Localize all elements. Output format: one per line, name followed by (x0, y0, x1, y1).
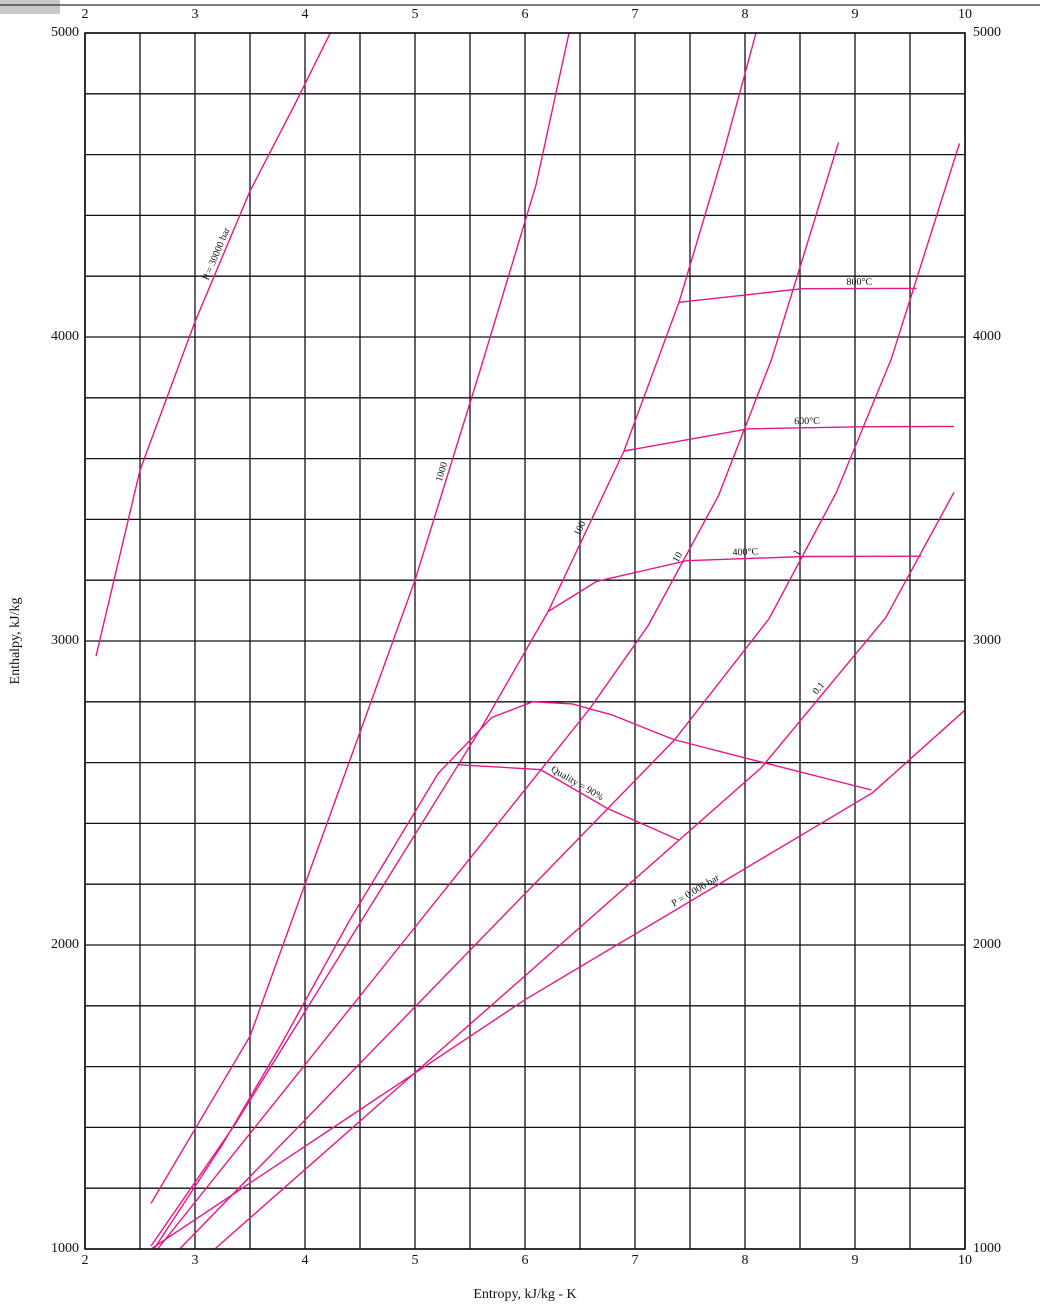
x-tick-label-top: 2 (82, 7, 89, 22)
curve (152, 702, 871, 1252)
toolbar-tab (0, 0, 60, 14)
x-tick-label-top: 7 (632, 7, 639, 22)
x-tick-label: 6 (522, 1253, 529, 1268)
y-tick-label: 3000 (51, 633, 79, 648)
curve-label: 1 (791, 548, 803, 558)
x-tick-label-top: 5 (412, 7, 419, 22)
curve-label: 0.1 (811, 680, 827, 697)
y-axis-label: Enthalpy, kJ/kg (8, 598, 23, 685)
x-axis-label: Entropy, kJ/kg - K (473, 1287, 576, 1302)
x-tick-label-top: 4 (302, 7, 309, 22)
x-tick-label-top: 9 (852, 7, 859, 22)
curve (158, 142, 839, 1249)
curve-label: 800°C (847, 277, 873, 288)
curve-label: 600°C (794, 416, 820, 427)
x-tick-label-top: 8 (742, 7, 749, 22)
y-tick-label-right: 1000 (973, 1241, 1001, 1256)
curve-label: 1000 (434, 461, 450, 483)
x-tick-label: 9 (852, 1253, 859, 1268)
curve-label: P = 30000 bar (201, 225, 233, 282)
y-tick-label-right: 2000 (973, 937, 1001, 952)
chart: Entropy, kJ/kg - K Enthalpy, kJ/kg 2 2 3 3 4… (0, 0, 1040, 1311)
x-tick-label-top: 10 (958, 7, 972, 22)
x-tick-label: 7 (632, 1253, 639, 1268)
curve-label: 400°C (732, 546, 758, 558)
y-tick-label-right: 3000 (973, 633, 1001, 648)
curve-label: Quality = 90% (549, 764, 606, 803)
y-tick-label: 2000 (51, 937, 79, 952)
x-tick-label: 4 (302, 1253, 309, 1268)
page: {"chart_data": { "type": "line", "xlabel… (0, 0, 1040, 1311)
x-tick-label: 10 (958, 1253, 972, 1268)
x-tick-label: 5 (412, 1253, 419, 1268)
y-tick-label: 1000 (51, 1241, 79, 1256)
x-tick-label-top: 6 (522, 7, 529, 22)
y-tick-label: 4000 (51, 329, 79, 344)
y-tick-label: 5000 (51, 25, 79, 40)
curve-label: P = 0.006 bar (670, 872, 722, 909)
curve (548, 556, 921, 611)
x-tick-label: 3 (192, 1253, 199, 1268)
curve (180, 143, 960, 1249)
curve (96, 33, 330, 656)
curve (215, 492, 954, 1249)
y-tick-label-right: 4000 (973, 329, 1001, 344)
grid (85, 33, 965, 1249)
curve-label: 100 (572, 519, 588, 537)
x-tick-label-top: 3 (192, 7, 199, 22)
curve (151, 710, 965, 1249)
curve (679, 288, 917, 302)
y-tick-label-right: 5000 (973, 25, 1001, 40)
curve (624, 426, 954, 451)
x-tick-label: 8 (742, 1253, 749, 1268)
x-tick-label: 2 (82, 1253, 89, 1268)
